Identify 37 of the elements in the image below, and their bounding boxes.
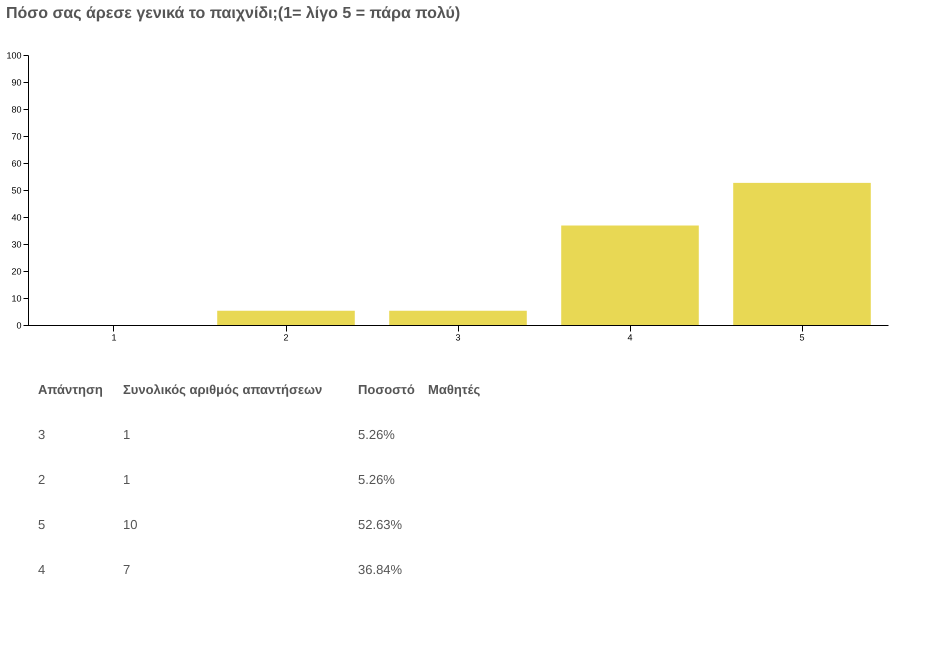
y-tick-label: 100 [6,50,22,60]
text: Απάντηση [38,382,103,397]
y-tick-label: 20 [11,266,22,276]
text: 3 [38,427,46,442]
text: Συνολικός αριθμός απαντήσεων [123,382,322,397]
text: 5.26% [358,472,396,487]
text: 2 [38,472,46,487]
text: 10 [123,517,138,532]
bar [561,226,699,325]
text: 1 [123,472,130,487]
text: Μαθητές [428,382,480,397]
bar [389,310,527,325]
bar [733,182,871,325]
text: 4 [38,562,46,577]
y-tick-label: 50 [11,186,22,196]
text: 5 [38,517,46,532]
chart-title: Πόσο σας άρεσε γενικά το παιχνίδι;(1= λίγο 5 = πάρα πολύ) [6,5,460,22]
x-tick-label: 2 [283,332,289,342]
y-tick-label: 90 [11,78,22,88]
text: 7 [123,562,130,577]
y-tick-label: 30 [11,240,22,250]
text: 1 [123,427,130,442]
y-tick-label: 40 [11,212,22,222]
y-tick-label: 60 [11,158,22,168]
y-tick-label: 10 [11,294,22,304]
text: 5.26% [358,427,396,442]
bar [217,310,355,325]
x-tick-label: 5 [799,332,805,342]
text: 52.63% [358,517,403,532]
x-tick-label: 3 [455,332,461,342]
y-tick-label: 70 [11,132,22,142]
text: Ποσοστό [358,382,415,397]
y-tick-label: 0 [16,320,22,330]
text: 36.84% [358,562,403,577]
x-tick-label: 4 [627,332,633,342]
x-tick-label: 1 [111,332,117,342]
y-tick-label: 80 [11,104,22,114]
